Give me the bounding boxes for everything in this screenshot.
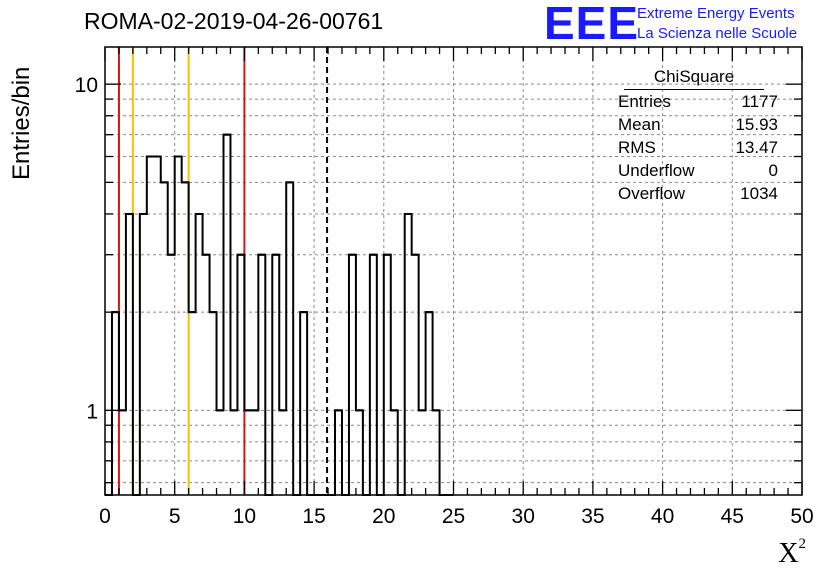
- x-axis-label: X2: [778, 535, 807, 570]
- x-tick-label: 25: [442, 505, 465, 528]
- stats-label: Overflow: [618, 184, 686, 203]
- x-tick-label: 40: [651, 505, 674, 528]
- y-tick-label: 10: [75, 74, 98, 97]
- x-tick-label: 10: [233, 505, 256, 528]
- stats-value: 13.47: [735, 138, 778, 157]
- stats-value: 1177: [741, 92, 778, 111]
- axis-ticks: [104, 47, 803, 495]
- y-axis-label: Entries/bin: [8, 66, 35, 180]
- stats-value: 15.93: [735, 115, 778, 134]
- stats-value: 0: [768, 161, 778, 180]
- stats-label: RMS: [618, 138, 656, 157]
- x-axis-label-base: X: [778, 538, 799, 569]
- stats-row-mean: Mean 15.93: [612, 113, 778, 136]
- x-tick-label: 30: [512, 505, 535, 528]
- stats-label: Mean: [618, 115, 661, 134]
- x-axis-label-exponent: 2: [798, 535, 807, 552]
- x-tick-label: 20: [372, 505, 395, 528]
- histogram-series: [105, 133, 454, 496]
- stats-box: ChiSquare Entries 1177 Mean 15.93 RMS 13…: [612, 67, 778, 205]
- logo-mark: EEE: [544, 0, 640, 49]
- logo-line-2: La Scienza nelle Scuole: [637, 25, 798, 42]
- stats-value: 1034: [740, 184, 778, 203]
- x-tick-label: 15: [302, 505, 325, 528]
- axis-tick-labels: 0 5 10 15 20 25 30 35 40 45 50 1 10: [75, 74, 814, 528]
- stats-label: Entries: [618, 92, 671, 111]
- stats-row-rms: RMS 13.47: [612, 136, 778, 159]
- stats-row-underflow: Underflow 0: [612, 159, 778, 182]
- grid: [105, 47, 802, 495]
- y-tick-label: 1: [86, 400, 98, 423]
- x-tick-label: 35: [581, 505, 604, 528]
- stats-title: ChiSquare: [624, 67, 764, 90]
- stats-row-overflow: Overflow 1034: [612, 182, 778, 205]
- stats-label: Underflow: [618, 161, 695, 180]
- histogram-line: [105, 133, 454, 496]
- x-tick-label: 50: [790, 505, 813, 528]
- x-tick-label: 5: [169, 505, 181, 528]
- x-tick-label: 45: [721, 505, 744, 528]
- stats-row-entries: Entries 1177: [612, 90, 778, 113]
- eee-logo: EEE Extreme Energy Events La Scienza nel…: [544, 0, 834, 49]
- run-title: ROMA-02-2019-04-26-00761: [84, 8, 384, 34]
- logo-line-1: Extreme Energy Events: [637, 5, 795, 22]
- x-tick-label: 0: [99, 505, 111, 528]
